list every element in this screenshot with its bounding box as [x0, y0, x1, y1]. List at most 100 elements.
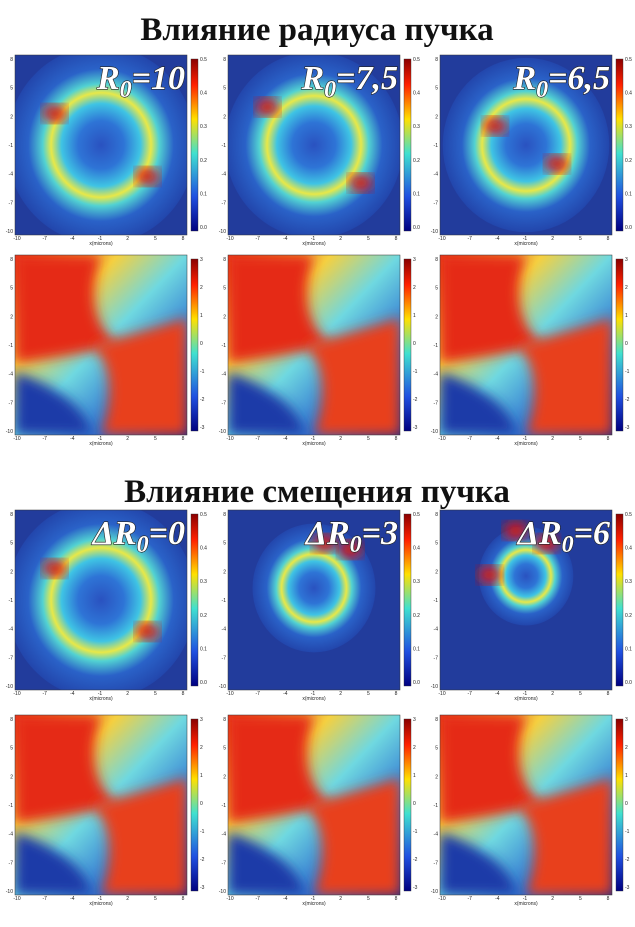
colorbar-tick-label: 0.2 [413, 613, 420, 619]
x-tick-label: 2 [339, 691, 342, 697]
x-tick-label: -10 [226, 691, 233, 697]
colorbar-tick-label: 2 [413, 745, 416, 751]
phase-map: 3210-1-2-3852-1-4-7-10-10-7-4-1258x(micr… [219, 255, 418, 447]
colorbar-tick-label: 0 [625, 801, 628, 807]
y-tick-label: -4 [222, 627, 227, 633]
y-tick-label: 5 [223, 286, 226, 292]
x-tick-label: -10 [226, 896, 233, 902]
x-axis-label: x(microns) [89, 696, 113, 702]
y-tick-label: -7 [9, 200, 14, 206]
label-subscript: 0 [137, 532, 149, 558]
colorbar-tick-label: -2 [625, 857, 630, 863]
colorbar-tick-label: 0.4 [413, 91, 420, 97]
y-tick-label: -4 [222, 832, 227, 838]
colorbar-tick-label: 0.1 [625, 191, 632, 197]
x-tick-label: 8 [607, 896, 610, 902]
x-tick-label: 2 [551, 236, 554, 242]
y-tick-label: -1 [9, 143, 14, 149]
label-value: =7,5 [336, 60, 398, 97]
colorbar [191, 59, 198, 231]
x-tick-label: -4 [283, 436, 288, 442]
x-tick-label: 5 [579, 236, 582, 242]
hot-spot [483, 117, 507, 135]
y-tick-label: 2 [435, 314, 438, 320]
colorbar-tick-label: 0.5 [200, 512, 207, 518]
y-tick-label: -4 [9, 372, 14, 378]
phase-map: 3210-1-2-3852-1-4-7-10-10-7-4-1258x(micr… [6, 255, 205, 447]
colorbar [616, 719, 623, 891]
x-axis-label: x(microns) [514, 901, 538, 907]
x-tick-label: 8 [395, 436, 398, 442]
colorbar-tick-label: 0 [200, 341, 203, 347]
y-tick-label: 8 [10, 257, 13, 263]
colorbar-tick-label: 3 [413, 717, 416, 723]
colorbar-tick-label: -1 [200, 369, 205, 375]
colorbar [191, 514, 198, 686]
y-tick-label: 8 [223, 57, 226, 63]
y-tick-label: -4 [9, 627, 14, 633]
x-tick-label: -7 [467, 691, 472, 697]
colorbar-tick-label: 0.3 [413, 124, 420, 130]
colorbar-tick-label: 1 [413, 313, 416, 319]
y-tick-label: -10 [6, 229, 13, 235]
colorbar-tick-label: 0.3 [625, 579, 632, 585]
x-tick-label: -7 [42, 436, 47, 442]
colorbar [404, 59, 411, 231]
x-tick-label: 8 [395, 236, 398, 242]
x-axis-label: x(microns) [89, 901, 113, 907]
x-tick-label: 2 [339, 236, 342, 242]
hot-spot [43, 560, 67, 578]
colorbar-tick-label: 0.0 [625, 225, 632, 231]
colorbar-tick-label: 0.0 [413, 225, 420, 231]
colorbar-tick-label: -3 [200, 885, 205, 891]
y-tick-label: 2 [435, 774, 438, 780]
y-tick-label: 5 [10, 86, 13, 92]
x-tick-label: 5 [579, 691, 582, 697]
x-tick-label: -4 [70, 691, 75, 697]
colorbar-tick-label: 0.1 [413, 646, 420, 652]
y-tick-label: 2 [435, 569, 438, 575]
heatmap [440, 255, 612, 435]
y-tick-label: 5 [10, 746, 13, 752]
y-tick-label: 2 [223, 774, 226, 780]
y-tick-label: -10 [219, 889, 226, 895]
x-tick-label: -7 [467, 896, 472, 902]
colorbar-tick-label: 2 [200, 285, 203, 291]
colorbar-tick-label: 0 [413, 341, 416, 347]
label-value: =6,5 [548, 60, 610, 97]
x-tick-label: -4 [70, 436, 75, 442]
x-tick-label: 5 [367, 436, 370, 442]
x-tick-label: -7 [467, 236, 472, 242]
x-tick-label: 5 [579, 436, 582, 442]
x-tick-label: -4 [283, 896, 288, 902]
y-tick-label: -10 [431, 429, 438, 435]
y-tick-label: 5 [10, 541, 13, 547]
label-value: =3 [362, 515, 398, 552]
colorbar-tick-label: -2 [200, 857, 205, 863]
colorbar-tick-label: 2 [625, 745, 628, 751]
colorbar-tick-label: -3 [625, 425, 630, 431]
x-tick-label: 5 [154, 691, 157, 697]
y-tick-label: -10 [6, 429, 13, 435]
y-tick-label: -1 [9, 803, 14, 809]
colorbar-tick-label: 2 [200, 745, 203, 751]
y-tick-label: -1 [9, 598, 14, 604]
x-axis-label: x(microns) [89, 241, 113, 247]
hot-spot [545, 155, 569, 173]
colorbar-tick-label: 0.1 [413, 191, 420, 197]
section-title: Влияние смещения пучка [124, 474, 510, 510]
x-axis-label: x(microns) [514, 696, 538, 702]
colorbar-tick-label: 0.1 [625, 646, 632, 652]
hot-spot [348, 174, 372, 192]
x-tick-label: -7 [467, 436, 472, 442]
y-tick-label: 8 [435, 717, 438, 723]
y-tick-label: 2 [435, 114, 438, 120]
colorbar-tick-label: -1 [625, 369, 630, 375]
colorbar-tick-label: -1 [413, 369, 418, 375]
colorbar [191, 719, 198, 891]
colorbar-tick-label: 0.4 [413, 546, 420, 552]
y-tick-label: 8 [223, 257, 226, 263]
colorbar-tick-label: 0.0 [200, 225, 207, 231]
